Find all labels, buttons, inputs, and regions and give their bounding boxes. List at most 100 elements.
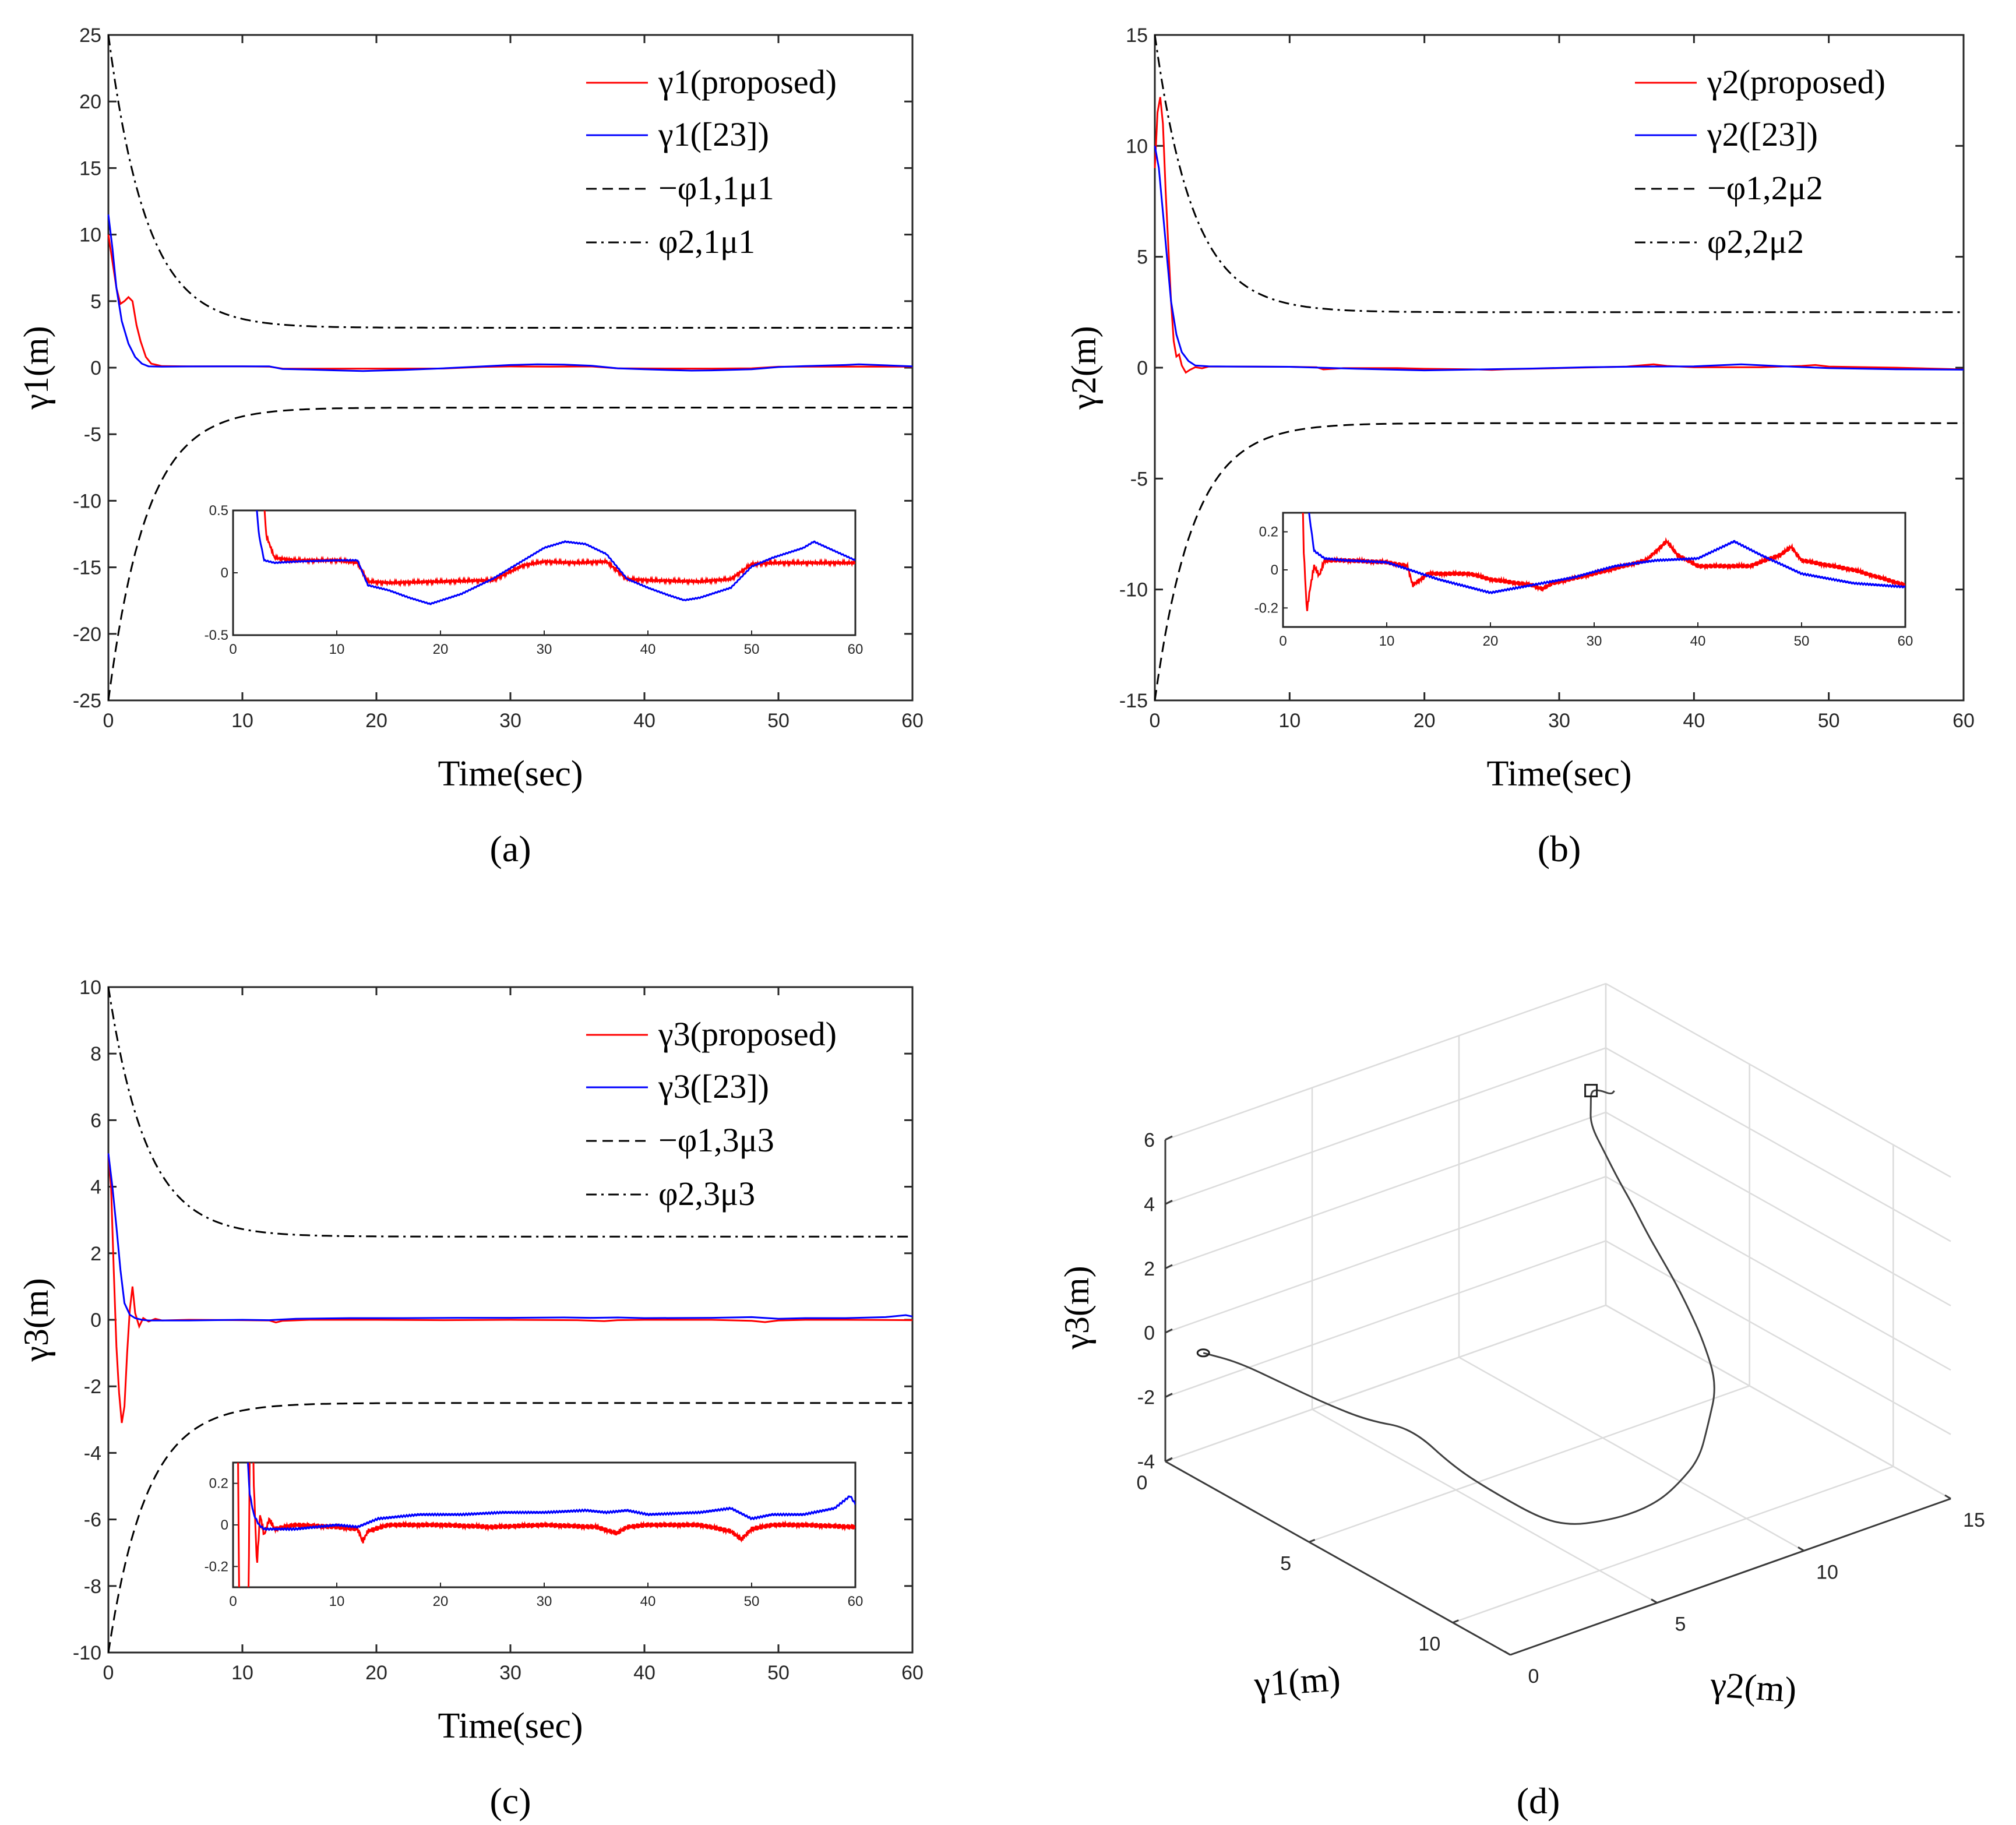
x-tick-label-b: 50: [1818, 710, 1840, 732]
series-lower-bound-a: [107, 407, 912, 701]
x-tick-label-b: 20: [1414, 710, 1436, 732]
grid-line-d: [1452, 1465, 1894, 1623]
inset-series-proposed-b: [1302, 513, 1905, 611]
x-axis-label-a: Time(sec): [438, 754, 583, 794]
y-tick-label-a: 25: [79, 24, 101, 47]
x-tick-label-a: 60: [901, 710, 924, 732]
z-tick-label-d: 6: [1144, 1129, 1155, 1151]
grid-line-d: [1165, 1176, 1606, 1334]
z-tick-d: [1165, 1328, 1173, 1334]
z-tick-label-d: 0: [1144, 1322, 1155, 1344]
grid-line-d: [1605, 982, 1951, 1178]
grid-line-d: [1165, 1304, 1606, 1463]
inset-x-tick-label-b: 60: [1898, 633, 1913, 649]
inset-x-tick-label-a: 40: [640, 642, 656, 657]
grid-line-d: [1165, 1047, 1606, 1205]
y-tick-label-a: -25: [73, 690, 101, 712]
x-tick-label-a: 50: [767, 710, 790, 732]
chart-panel-a: 0 10 20 30 40 50 60 -25 -20 -15 -10 -5 0 5 10 15 20 25 Ti…: [17, 24, 924, 869]
inset-x-tick-label-a: 30: [537, 642, 552, 657]
chart-panel-d-3d: -4 -2 0 2 4 6 0 5 10 0 5 10 15 γ3(m) γ1(m) γ2(m) (d): [1058, 982, 1985, 1822]
series-upper-bound-c: [107, 987, 912, 1238]
y-tick-label-c: 6: [90, 1109, 101, 1132]
x-tick-label-a: 30: [499, 710, 521, 732]
inset-box-b: [1282, 512, 1906, 628]
legend-entry-c-3: −φ1,3μ3: [658, 1121, 774, 1159]
legend-entry-c-4: φ2,3μ3: [658, 1175, 755, 1213]
caption-d: (d): [1517, 1780, 1560, 1822]
x-tick-label-b: 10: [1278, 710, 1300, 732]
inset-x-tick-label-a: 10: [329, 642, 345, 657]
y-tick-label-a: 15: [79, 157, 101, 179]
z-axis-label-d: γ3(m): [1058, 1266, 1096, 1350]
series-ref23-c: [107, 1153, 913, 1322]
y-tick-label-c: -8: [84, 1576, 101, 1598]
x-tick-label-a: 0: [103, 710, 114, 732]
x-tick-d: [1452, 1619, 1459, 1624]
legend-entry-b-2: γ2([23]): [1707, 115, 1818, 153]
y-tick-label-a: 10: [79, 224, 101, 246]
x-tick-label-c: 50: [767, 1662, 790, 1684]
z-tick-label-d: -2: [1137, 1387, 1155, 1409]
legend-b: γ2(proposed) γ2([23]) −φ1,2μ2 φ2,2μ2: [1635, 63, 1885, 260]
z-tick-label-d: -4: [1137, 1451, 1155, 1473]
x-tick-label-d: 0: [1137, 1472, 1148, 1494]
y-tick-d: [1798, 1546, 1804, 1552]
z-tick-d: [1165, 1264, 1173, 1270]
series-ref23-b: [1154, 146, 1964, 372]
y-axis-label-d: γ2(m): [1708, 1665, 1798, 1710]
legend-entry-b-1: γ2(proposed): [1707, 63, 1885, 101]
series-proposed-b: [1154, 97, 1964, 374]
legend-entry-c-1: γ3(proposed): [658, 1015, 837, 1053]
x-axis-label-c: Time(sec): [438, 1706, 583, 1746]
series-lower-bound-b: [1154, 422, 1964, 701]
trajectory-line-d: [1203, 1089, 1715, 1525]
caption-a: (a): [489, 828, 531, 869]
x-tick-label-a: 10: [231, 710, 253, 732]
y-tick-label-c: -10: [73, 1642, 101, 1664]
y-tick-label-c: 10: [79, 977, 101, 999]
caption-b: (b): [1538, 828, 1581, 869]
x-tick-label-c: 0: [103, 1662, 114, 1684]
inset-box-a: [232, 509, 857, 636]
x-axis-label-d: γ1(m): [1252, 1659, 1341, 1704]
x-tick-label-a: 40: [633, 710, 655, 732]
inset-y-tick-label-b: 0.2: [1259, 524, 1278, 540]
series-ref23-a: [107, 214, 913, 372]
y-tick-label-b: 15: [1126, 24, 1148, 47]
inset-y-tick-label-a: -0.5: [205, 628, 228, 643]
y-tick-label-b: -15: [1119, 690, 1148, 712]
z-tick-label-d: 4: [1144, 1193, 1155, 1216]
caption-c: (c): [489, 1780, 531, 1822]
series-proposed-c: [107, 1153, 913, 1424]
y-tick-label-b: 10: [1126, 135, 1148, 157]
trajectory-start-marker-d: [1196, 1348, 1210, 1358]
x-tick-d: [1165, 1458, 1172, 1463]
legend-entry-b-3: −φ1,2μ2: [1707, 169, 1823, 207]
inset-series-ref23-c: [246, 1463, 855, 1531]
z-tick-label-d: 2: [1144, 1258, 1155, 1280]
y-tick-label-d: 0: [1528, 1665, 1539, 1687]
inset-y-tick-label-c: 0: [221, 1517, 228, 1533]
inset-x-tick-label-b: 20: [1483, 633, 1499, 649]
z-tick-d: [1165, 1135, 1173, 1141]
axes-box-a: [107, 34, 914, 702]
x-tick-label-b: 30: [1548, 710, 1570, 732]
y-tick-label-c: 2: [90, 1243, 101, 1265]
y-tick-label-a: 5: [90, 291, 101, 313]
legend-a: γ1(proposed) γ1([23]) −φ1,1μ1 φ2,1μ1: [586, 63, 837, 260]
x-tick-label-d: 5: [1280, 1552, 1291, 1574]
inset-y-tick-label-b: -0.2: [1254, 600, 1278, 616]
inset-series-proposed-c: [237, 1463, 855, 1587]
inset-x-tick-label-a: 50: [744, 642, 760, 657]
y-tick-label-a: -5: [84, 424, 101, 446]
inset-series-ref23-b: [1308, 513, 1905, 595]
trajectory-end-marker-d: [1584, 1084, 1598, 1098]
chart-panel-c: 0 10 20 30 40 50 60 -10 -8 -6 -4 -2 0 2 4 6 8 10 Time(sec…: [17, 977, 924, 1822]
y-tick-label-a: -20: [73, 623, 101, 646]
z-tick-d: [1165, 1200, 1173, 1205]
legend-entry-a-4: φ2,1μ1: [658, 223, 755, 260]
inset-x-tick-label-c: 60: [848, 1594, 864, 1609]
inset-y-tick-label-a: 0.5: [209, 503, 228, 519]
